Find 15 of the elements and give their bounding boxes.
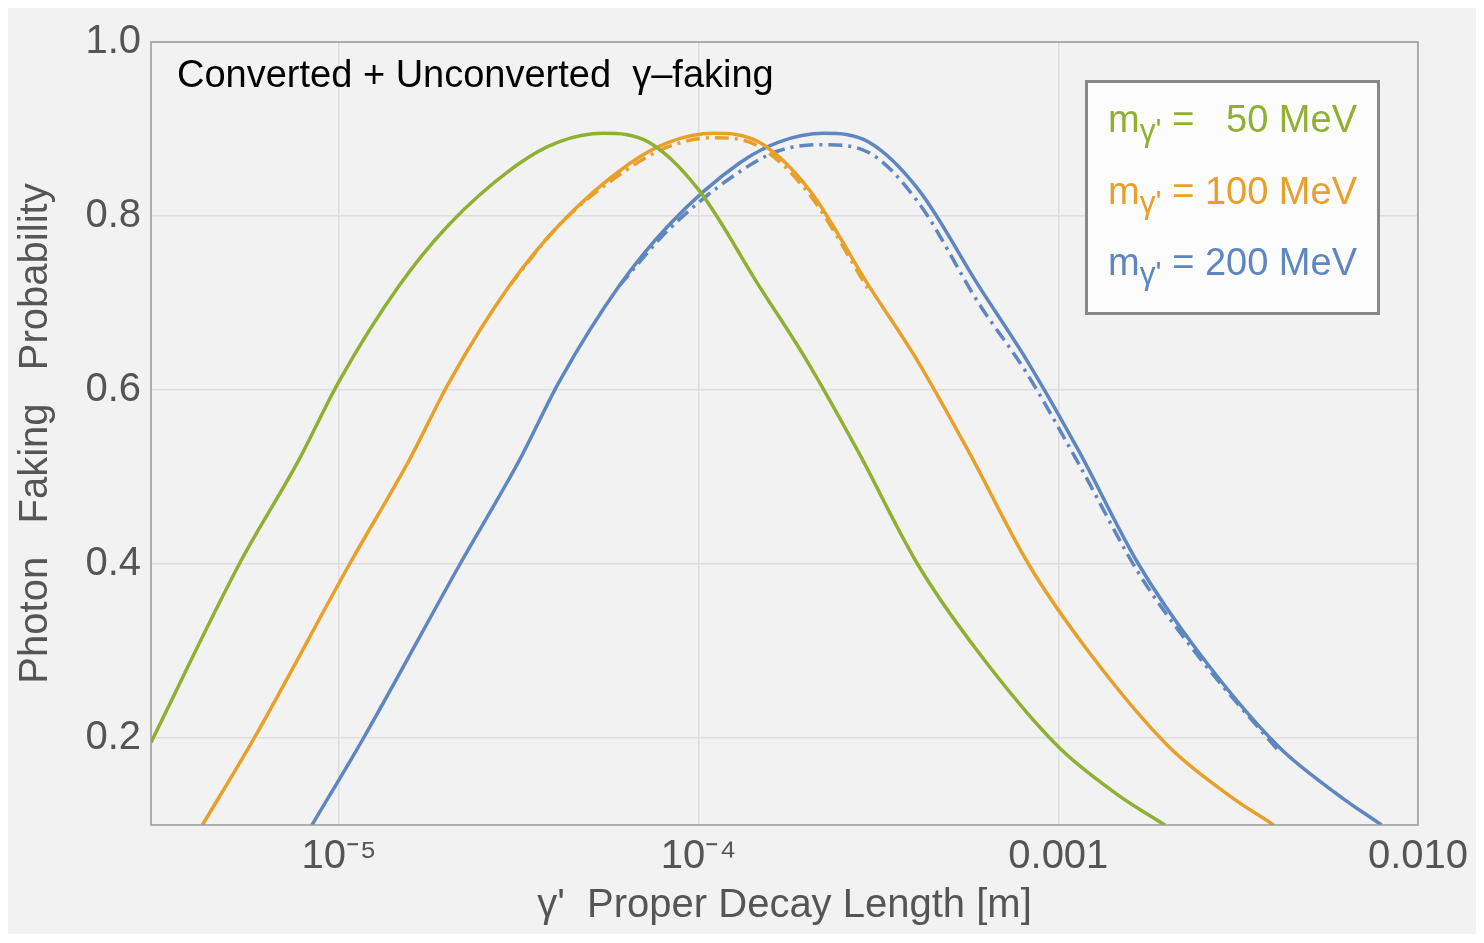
x-tick-label: 10⁻⁵	[301, 832, 377, 877]
annotation: Converted + Unconverted γ–faking	[177, 53, 774, 96]
x-axis-title: γ' Proper Decay Length [m]	[537, 881, 1032, 926]
x-tick-label: 10⁻⁴	[660, 832, 737, 877]
y-tick-label: 0.8	[85, 191, 141, 236]
y-axis-title: Photon Faking Probability	[11, 183, 56, 684]
x-tick-label: 0.001	[1008, 832, 1109, 877]
x-tick-label: 0.010	[1367, 832, 1469, 877]
y-tick-label: 0.6	[85, 365, 141, 410]
y-tick-label: 0.2	[85, 713, 141, 758]
text: m$_{γ'}$ = 200 MeV	[1108, 240, 1357, 293]
y-tick-label: 1.0	[85, 17, 141, 62]
text: m$_{γ'}$ = 100 MeV	[1108, 168, 1357, 222]
y-tick-label: 0.4	[85, 539, 141, 584]
text: m$_{γ'}$ = 50 MeV	[1108, 97, 1357, 150]
